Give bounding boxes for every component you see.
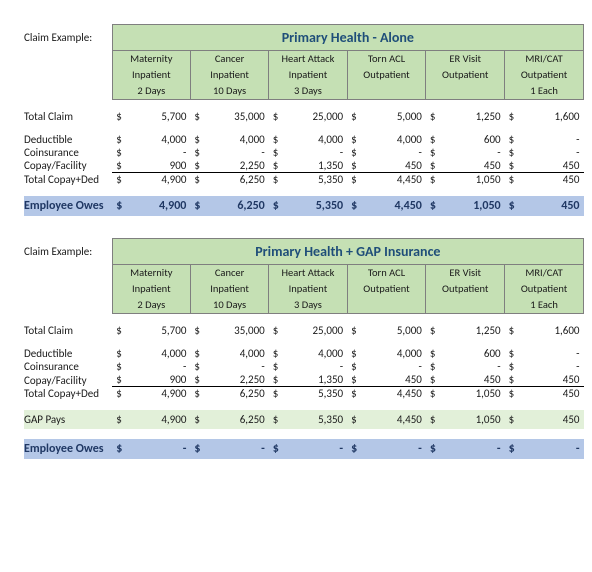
col-header: Cancer [190,51,268,68]
data-row: Employee Owes$4,900$6,250$5,350$4,450$1,… [24,196,584,216]
col-header [426,297,505,314]
data-row: Coinsurance$-$-$-$-$-$- [24,146,584,159]
col-header: 2 Days [112,83,190,100]
data-row: GAP Pays$4,900$6,250$5,350$4,450$1,050$4… [24,410,584,429]
claim-table: Claim Example:Primary Health - AloneMate… [24,24,584,216]
col-header: Inpatient [112,281,190,297]
row-label: Total Claim [24,324,112,337]
data-row: Copay/Facility$900$2,250$1,350$450$450$4… [24,373,584,387]
col-header: Inpatient [190,67,268,83]
row-label: Employee Owes [24,196,112,216]
col-header: Inpatient [269,67,347,83]
data-row: Deductible$4,000$4,000$4,000$4,000$600$- [24,347,584,360]
col-header: Outpatient [347,67,426,83]
col-header: ER Visit [426,265,505,282]
col-header: Maternity [112,265,190,282]
col-header: Cancer [190,265,268,282]
col-header: 10 Days [190,297,268,314]
col-header: Outpatient [426,281,505,297]
col-header: Torn ACL [347,265,426,282]
table-title: Primary Health - Alone [112,25,583,51]
col-header: Outpatient [505,67,584,83]
col-header: 10 Days [190,83,268,100]
table-title: Primary Health + GAP Insurance [112,239,583,265]
data-row: Total Claim$5,700$35,000$25,000$5,000$1,… [24,324,584,337]
col-header: ER Visit [426,51,505,68]
row-label: Copay/Facility [24,159,112,173]
row-label: Employee Owes [24,439,112,459]
col-header: Outpatient [505,281,584,297]
data-row: Employee Owes$-$-$-$-$-$- [24,439,584,459]
row-label: Coinsurance [24,360,112,373]
data-row: Total Copay+Ded$4,900$6,250$5,350$4,450$… [24,387,584,401]
col-header: 1 Each [505,297,584,314]
col-header: MRI/CAT [505,265,584,282]
col-header: Inpatient [269,281,347,297]
row-label: Copay/Facility [24,373,112,387]
row-label: Total Claim [24,110,112,123]
col-header: 3 Days [269,83,347,100]
col-header [426,83,505,100]
col-header: Outpatient [426,67,505,83]
data-row: Total Claim$5,700$35,000$25,000$5,000$1,… [24,110,584,123]
row-label: Deductible [24,347,112,360]
col-header: MRI/CAT [505,51,584,68]
claim-example-label: Claim Example: [24,239,112,265]
col-header: Heart Attack [269,51,347,68]
claim-table: Claim Example:Primary Health + GAP Insur… [24,238,584,459]
col-header [347,83,426,100]
data-row: Deductible$4,000$4,000$4,000$4,000$600$- [24,133,584,146]
row-label: Total Copay+Ded [24,387,112,401]
row-label: GAP Pays [24,410,112,429]
row-label: Total Copay+Ded [24,173,112,187]
col-header: Inpatient [190,281,268,297]
col-header: 1 Each [505,83,584,100]
data-row: Copay/Facility$900$2,250$1,350$450$450$4… [24,159,584,173]
col-header: Torn ACL [347,51,426,68]
claim-example-label: Claim Example: [24,25,112,51]
col-header: Outpatient [347,281,426,297]
row-label: Deductible [24,133,112,146]
data-row: Coinsurance$-$-$-$-$-$- [24,360,584,373]
col-header: 3 Days [269,297,347,314]
col-header: Heart Attack [269,265,347,282]
col-header [347,297,426,314]
col-header: Maternity [112,51,190,68]
row-label: Coinsurance [24,146,112,159]
data-row: Total Copay+Ded$4,900$6,250$5,350$4,450$… [24,173,584,187]
col-header: 2 Days [112,297,190,314]
col-header: Inpatient [112,67,190,83]
